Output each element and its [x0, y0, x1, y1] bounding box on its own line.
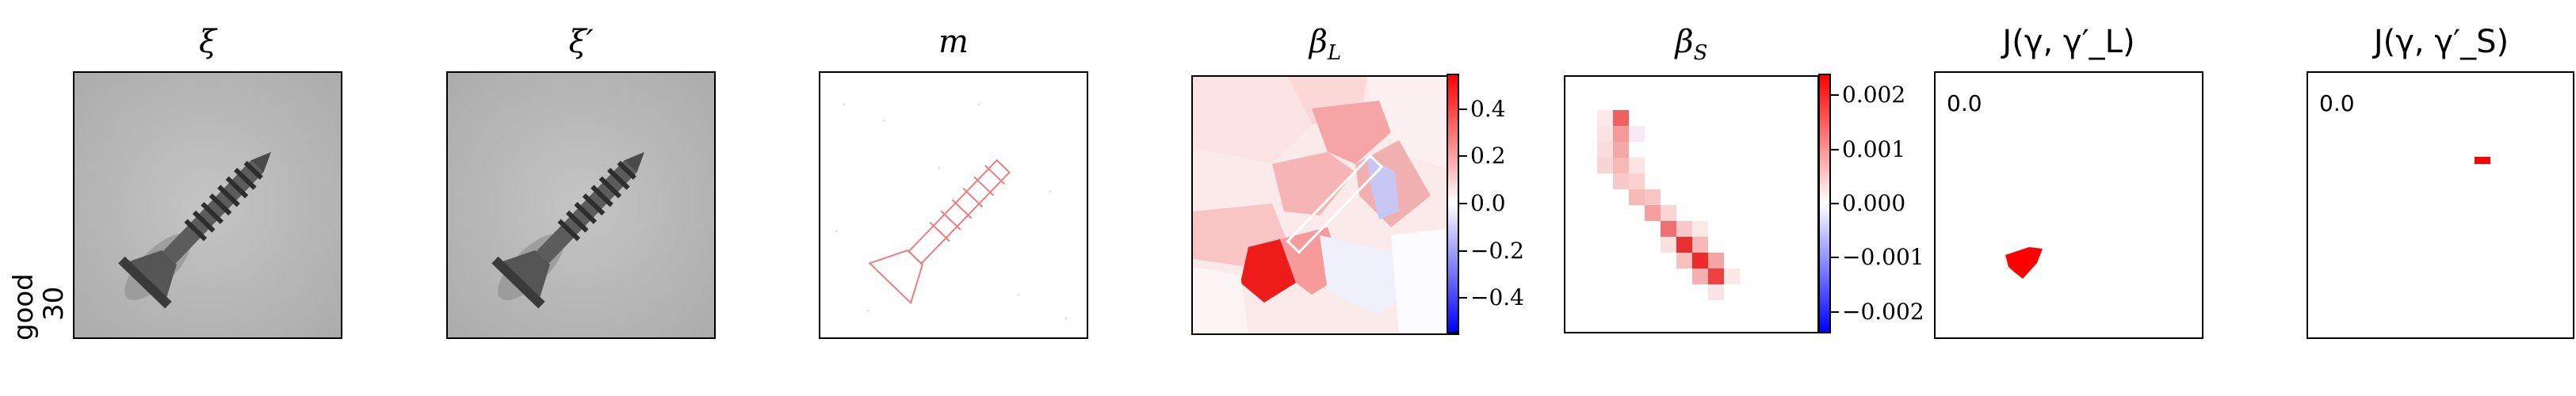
- row-label: good 30: [0, 182, 71, 380]
- colorbar-tick-label: −0.001: [1842, 244, 1924, 271]
- beta-S-cell: [1692, 237, 1708, 253]
- colorbar-beta-L: [1447, 74, 1459, 333]
- image-xi-prime: [446, 71, 716, 339]
- beta-S-cell: [1676, 221, 1692, 237]
- beta-S-cell: [1629, 158, 1645, 173]
- colorbar-tick-label: 0.001: [1842, 135, 1906, 162]
- colorbar-beta-S: [1818, 74, 1831, 333]
- heatmap-beta-S: [1564, 75, 1819, 333]
- screw-image-xi-prime: [448, 73, 714, 337]
- beta-L-segments: [1193, 77, 1458, 333]
- colorbar-tick-mark: [1831, 148, 1839, 150]
- row-label-line2: 30: [38, 286, 70, 321]
- heatmap-beta-L: [1191, 75, 1459, 335]
- panel-title-J-S: J(γ, γ′_S): [2373, 24, 2509, 60]
- colorbar-tick-mark: [1831, 257, 1839, 259]
- overlay-J-S-value: 0.0: [2319, 90, 2355, 116]
- beta-S-cell: [1629, 126, 1645, 142]
- colorbar-tick-label: 0.002: [1842, 82, 1906, 109]
- panel-title-xi: ξ: [198, 24, 217, 60]
- colorbar-tick-label: 0.4: [1470, 95, 1506, 122]
- beta-S-cell: [1708, 268, 1724, 284]
- panel-title-beta-L: βL: [1191, 24, 1459, 65]
- image-xi: [73, 71, 342, 339]
- beta-S-cell: [1661, 237, 1676, 253]
- beta-S-cell: [1661, 221, 1676, 237]
- beta-S-cell: [1629, 189, 1645, 205]
- colorbar-tick-label: 0.2: [1470, 143, 1506, 169]
- panel-title-beta-S-main: β: [1675, 24, 1694, 60]
- colorbar-tick-mark: [1459, 203, 1467, 204]
- panel-title-beta-L-sub: L: [1327, 41, 1342, 65]
- panel-title-beta-L-main: β: [1309, 24, 1328, 60]
- beta-S-cell: [1613, 173, 1629, 189]
- colorbar-tick-mark: [1831, 310, 1839, 313]
- colorbar-tick-label: −0.4: [1470, 284, 1524, 311]
- beta-S-cell: [1692, 268, 1708, 284]
- beta-S-cell: [1708, 284, 1724, 300]
- beta-S-cell: [1708, 253, 1724, 268]
- panel-title-beta-S: βS: [1564, 24, 1819, 65]
- panel-title-m: m: [938, 24, 969, 60]
- screw-image-xi: [75, 73, 341, 337]
- colorbar-tick-mark: [1459, 297, 1467, 299]
- overlay-J-S-region: [2475, 157, 2490, 164]
- colorbar-beta-S-gradient: [1820, 75, 1829, 332]
- row-label-line1: good: [8, 273, 40, 341]
- beta-S-cell: [1597, 158, 1613, 173]
- beta-S-cell: [1629, 173, 1645, 189]
- beta-S-cell: [1692, 253, 1708, 268]
- panel-title-xi-prime: ξ′: [568, 24, 594, 60]
- beta-S-cell: [1692, 221, 1708, 237]
- colorbar-tick-label: 0.0: [1470, 190, 1506, 216]
- beta-S-cell: [1597, 110, 1613, 126]
- colorbar-tick-mark: [1459, 249, 1467, 252]
- beta-S-cell: [1724, 268, 1740, 284]
- beta-S-grid: [1565, 77, 1817, 332]
- colorbar-tick-label: 0.000: [1842, 190, 1906, 216]
- beta-S-cell: [1613, 110, 1629, 126]
- overlay-J-L-region: [2005, 247, 2043, 279]
- colorbar-beta-L-gradient: [1448, 75, 1458, 332]
- overlay-J-S: 0.0: [2307, 71, 2574, 339]
- beta-S-cell: [1645, 205, 1661, 221]
- beta-S-cell: [1613, 126, 1629, 142]
- beta-S-cell: [1676, 237, 1692, 253]
- colorbar-tick-mark: [1459, 108, 1467, 110]
- colorbar-tick-mark: [1831, 94, 1839, 97]
- beta-S-cell: [1613, 158, 1629, 173]
- colorbar-tick-mark: [1831, 203, 1839, 204]
- colorbar-tick-label: −0.2: [1470, 237, 1524, 264]
- beta-S-cell: [1645, 189, 1661, 205]
- beta-S-cell: [1661, 205, 1676, 221]
- overlay-J-L: 0.0: [1934, 71, 2203, 339]
- beta-S-cell: [1597, 142, 1613, 158]
- colorbar-tick-label: −0.002: [1842, 298, 1924, 325]
- panel-title-beta-S-sub: S: [1693, 41, 1708, 65]
- image-m: [819, 71, 1088, 339]
- beta-S-cell: [1676, 253, 1692, 268]
- beta-S-cell: [1613, 142, 1629, 158]
- panel-title-J-L: J(γ, γ′_L): [2002, 24, 2135, 60]
- overlay-J-L-value: 0.0: [1947, 90, 1982, 116]
- colorbar-tick-mark: [1459, 155, 1467, 158]
- beta-S-cell: [1597, 126, 1613, 142]
- mask-image-m: [820, 73, 1087, 337]
